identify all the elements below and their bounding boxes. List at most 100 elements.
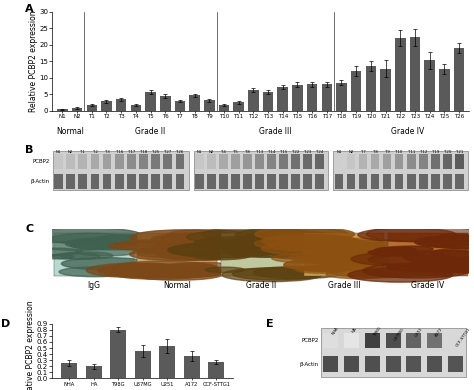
Bar [219, 154, 228, 169]
Bar [371, 174, 379, 189]
Bar [130, 105, 141, 111]
Text: T16: T16 [116, 150, 123, 154]
Text: T26: T26 [176, 150, 183, 154]
Bar [407, 154, 416, 169]
Bar [255, 154, 264, 169]
Circle shape [129, 248, 219, 261]
Circle shape [410, 258, 474, 273]
Circle shape [251, 244, 290, 249]
Bar [204, 100, 215, 111]
Text: T22: T22 [292, 150, 299, 154]
Circle shape [150, 234, 249, 248]
Text: N1: N1 [56, 150, 61, 154]
Text: T11: T11 [408, 150, 415, 154]
Text: Grade III: Grade III [259, 128, 292, 136]
Bar [66, 174, 75, 189]
Bar [315, 174, 324, 189]
Circle shape [121, 240, 172, 247]
Bar [103, 154, 111, 169]
Text: N2: N2 [68, 150, 73, 154]
Bar [371, 154, 379, 169]
Bar [116, 99, 127, 111]
Circle shape [153, 244, 206, 251]
Bar [292, 85, 303, 111]
Bar [406, 333, 421, 348]
Circle shape [255, 230, 314, 238]
Bar [91, 154, 100, 169]
Text: PCBP2: PCBP2 [301, 338, 319, 343]
Circle shape [254, 266, 343, 279]
Circle shape [132, 268, 223, 280]
Bar [233, 102, 244, 111]
Text: N1: N1 [197, 150, 202, 154]
Bar [263, 92, 273, 111]
Text: E: E [266, 319, 274, 330]
Circle shape [202, 227, 310, 242]
Text: IgG: IgG [87, 281, 100, 290]
Bar [207, 154, 216, 169]
Circle shape [440, 234, 473, 238]
Bar [145, 92, 156, 111]
Circle shape [109, 261, 219, 276]
Bar [448, 333, 463, 348]
Text: T19: T19 [432, 150, 439, 154]
Bar [443, 154, 452, 169]
Text: A: A [25, 4, 34, 14]
Bar [195, 154, 204, 169]
Bar [248, 90, 259, 111]
Bar [53, 151, 189, 190]
Circle shape [223, 245, 314, 257]
Circle shape [289, 251, 378, 263]
Bar [455, 154, 464, 169]
Text: T8: T8 [373, 150, 377, 154]
Circle shape [194, 237, 293, 250]
Bar [333, 151, 468, 190]
Circle shape [159, 248, 216, 256]
Circle shape [168, 252, 231, 260]
Bar [439, 69, 449, 111]
Circle shape [65, 238, 155, 250]
Bar [243, 174, 252, 189]
Bar [267, 154, 276, 169]
Circle shape [375, 247, 416, 253]
Circle shape [363, 263, 471, 278]
Circle shape [43, 241, 110, 251]
Circle shape [403, 251, 474, 263]
Bar [427, 333, 442, 348]
Bar [267, 174, 276, 189]
Bar [336, 83, 347, 111]
Text: T18: T18 [140, 150, 147, 154]
Circle shape [426, 262, 474, 269]
Text: Grade IV: Grade IV [391, 128, 424, 136]
Bar [386, 356, 401, 372]
Bar [279, 154, 288, 169]
Circle shape [316, 250, 386, 260]
Bar [303, 174, 311, 189]
Bar [139, 174, 148, 189]
Circle shape [384, 246, 433, 253]
Circle shape [414, 236, 474, 248]
Bar [407, 174, 416, 189]
Text: T13: T13 [256, 150, 263, 154]
Bar [135, 351, 151, 378]
Circle shape [299, 265, 347, 272]
Bar [195, 174, 204, 189]
Text: β-Actin: β-Actin [31, 179, 50, 184]
Bar [57, 109, 68, 111]
Text: T21: T21 [456, 150, 463, 154]
Text: T7: T7 [361, 150, 365, 154]
Bar [307, 84, 318, 111]
Text: Normal: Normal [164, 281, 191, 290]
Circle shape [368, 249, 419, 256]
Circle shape [306, 265, 351, 271]
Bar [175, 154, 184, 169]
Text: Grade II: Grade II [246, 281, 276, 290]
Text: HA: HA [352, 326, 358, 333]
Circle shape [234, 248, 266, 252]
Bar [91, 174, 100, 189]
Circle shape [215, 241, 281, 250]
Bar [323, 356, 338, 372]
Circle shape [27, 228, 143, 243]
Bar [159, 346, 175, 378]
Bar [406, 356, 421, 372]
